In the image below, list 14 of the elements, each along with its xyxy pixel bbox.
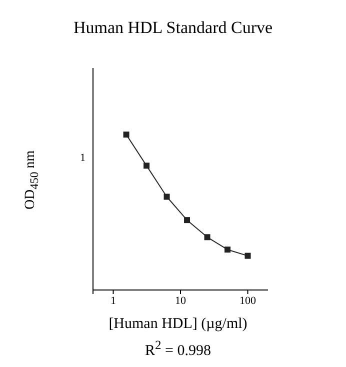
point	[224, 246, 231, 253]
point	[144, 162, 150, 169]
point	[164, 194, 170, 200]
x-tick-label: 10	[175, 294, 186, 307]
point	[184, 217, 190, 224]
point	[244, 252, 251, 259]
point	[204, 234, 210, 240]
chart-title: Human HDL Standard Curve	[72, 18, 274, 38]
x-tick-label: 100	[240, 294, 257, 307]
point	[123, 132, 130, 138]
text: 1	[80, 152, 86, 164]
text: R$^{2}$ = 0.998	[144, 338, 212, 360]
x-tick-label: 1	[110, 294, 116, 307]
x-axis-title: [Human HDL] (µg/ml)	[108, 316, 248, 333]
